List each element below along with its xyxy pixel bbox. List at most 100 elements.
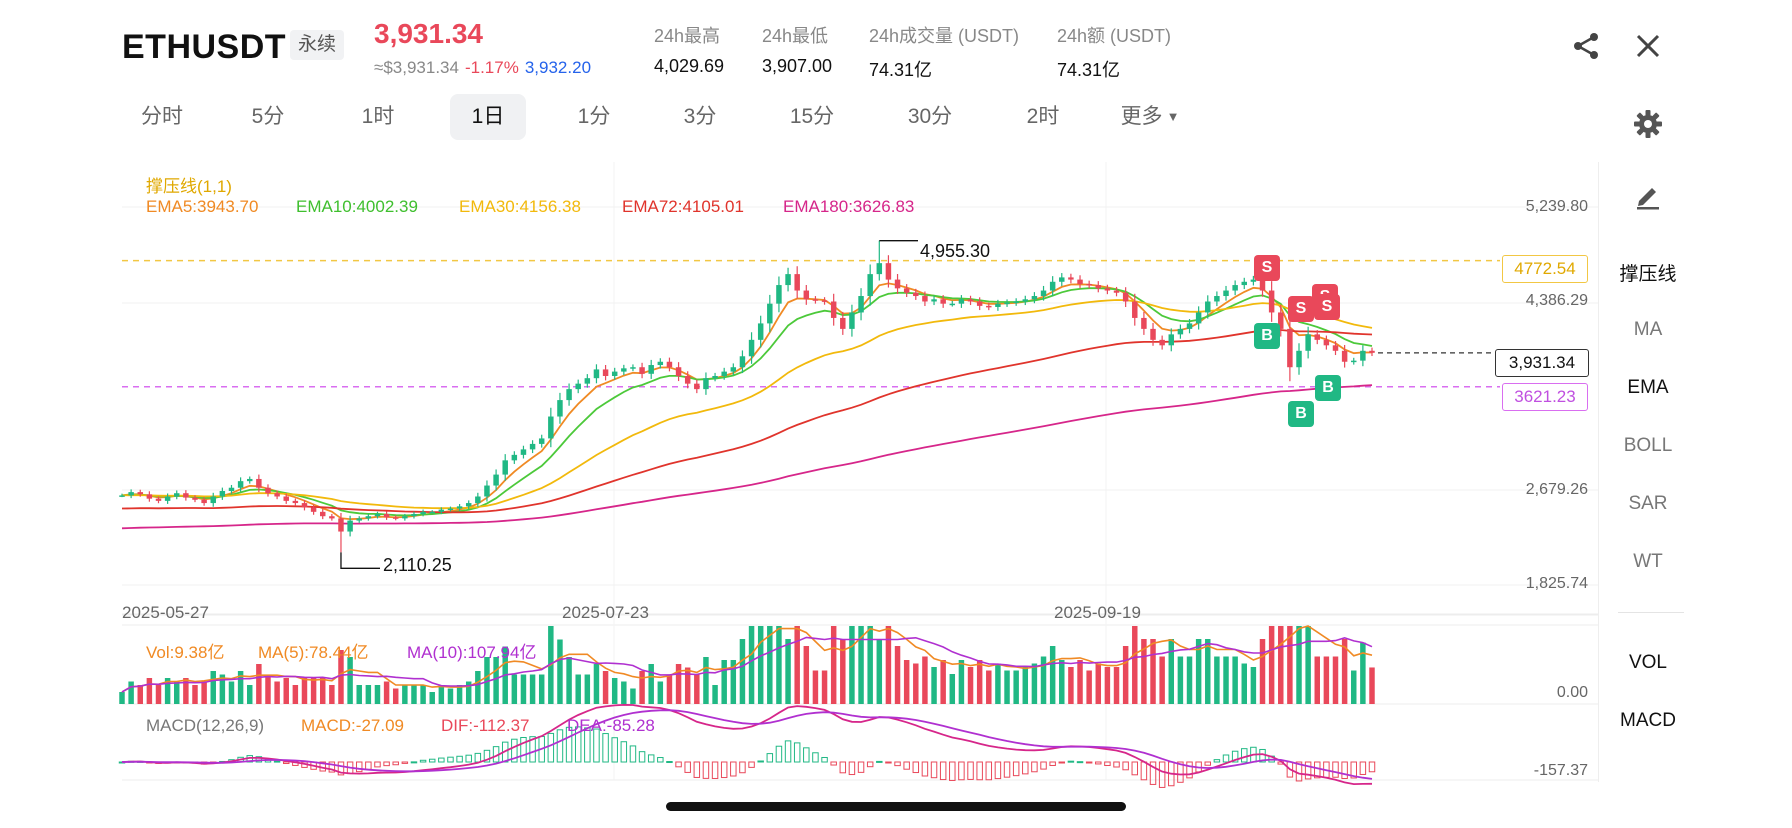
candle-body — [840, 317, 846, 329]
candle-body — [365, 516, 372, 519]
sell-signal-marker[interactable]: S — [1314, 294, 1340, 320]
close-icon[interactable] — [1630, 28, 1666, 64]
volume-bar — [1205, 639, 1211, 704]
macd-bar — [684, 761, 691, 773]
volume-bar — [675, 664, 682, 704]
candle-body — [703, 378, 709, 390]
volume-bar — [566, 657, 572, 704]
tab-30m[interactable]: 30分 — [907, 105, 953, 128]
tab-3m[interactable]: 3分 — [683, 105, 717, 128]
draw-pencil-icon[interactable] — [1630, 176, 1666, 212]
candle-body — [1259, 279, 1266, 291]
candle-body — [602, 369, 609, 376]
volume-bar — [538, 674, 545, 704]
volume-bar — [529, 674, 536, 704]
tab-more-label: 更多 — [1120, 105, 1163, 128]
low-annotation: 2,110.25 — [383, 555, 452, 575]
macd-bar — [912, 761, 920, 774]
indicator-macd[interactable]: MACD — [1620, 710, 1676, 731]
macd-bar — [1012, 761, 1020, 777]
candle-body — [949, 303, 956, 306]
macd-bar — [401, 761, 409, 764]
candle-body — [1077, 279, 1083, 284]
low-leader-line — [340, 552, 380, 569]
volume-bar — [447, 688, 454, 704]
macd-bar — [1177, 761, 1184, 783]
candle-body — [584, 378, 591, 384]
legend-ema72: EMA72:4105.01 — [622, 197, 744, 216]
volume-bar — [137, 685, 143, 704]
candle-body — [776, 285, 782, 304]
buy-signal-marker[interactable]: B — [1315, 375, 1341, 401]
indicator-vol[interactable]: VOL — [1628, 652, 1668, 673]
indicator-support-resistance[interactable]: 撑压线 — [1619, 264, 1677, 285]
candle-body — [1040, 290, 1047, 297]
macd-bar — [821, 756, 828, 763]
volume-bar — [119, 692, 125, 704]
volume-bar — [1086, 670, 1092, 704]
macd-bar — [857, 761, 865, 773]
volume-bar — [767, 626, 773, 704]
tab-1d[interactable]: 1日 — [450, 94, 526, 140]
kline-chart[interactable] — [0, 150, 1600, 790]
candle-body — [748, 339, 755, 357]
approx-price: ≈$3,931.34 — [374, 58, 459, 77]
macd-bar — [620, 741, 628, 763]
macd-bar — [565, 726, 573, 763]
volume-bar — [429, 692, 435, 704]
volume-bar — [1250, 667, 1257, 704]
candle-body — [1068, 277, 1074, 280]
tab-fenshi[interactable]: 分时 — [141, 105, 183, 128]
volume-bar — [1195, 639, 1202, 704]
candle-body — [128, 492, 134, 496]
candle-body — [1214, 296, 1220, 302]
macd-bar — [666, 761, 673, 764]
candle-body — [310, 507, 317, 512]
sell-signal-marker[interactable]: S — [1288, 296, 1314, 322]
volume-bar — [1141, 639, 1147, 704]
buy-signal-marker[interactable]: B — [1288, 401, 1314, 427]
indicator-boll[interactable]: BOLL — [1623, 435, 1673, 456]
tab-15m[interactable]: 15分 — [789, 105, 835, 128]
indicator-ema[interactable]: EMA — [1627, 377, 1669, 398]
candle-body — [283, 496, 289, 501]
macd-bar — [593, 728, 600, 763]
macd-bar — [1204, 761, 1212, 766]
indicator-panel — [1598, 162, 1696, 782]
tab-5m[interactable]: 5分 — [251, 105, 285, 128]
macd-bar — [629, 745, 637, 763]
candle-body — [666, 361, 673, 368]
buy-signal-marker[interactable]: B — [1254, 323, 1280, 349]
candle-body — [137, 492, 143, 495]
candle-body — [256, 478, 262, 488]
tab-2h[interactable]: 2时 — [1026, 105, 1060, 128]
indicator-ma[interactable]: MA — [1633, 319, 1663, 340]
macd-bar — [1350, 761, 1357, 779]
candle-body — [1323, 339, 1330, 346]
share-icon[interactable] — [1568, 28, 1604, 64]
support-price-tag[interactable]: 3621.23 — [1502, 383, 1588, 411]
macd-bar — [1031, 761, 1038, 773]
candle-body — [183, 493, 189, 498]
tab-1m[interactable]: 1分 — [577, 105, 611, 128]
settings-icon[interactable] — [1630, 106, 1666, 142]
resistance-price-tag[interactable]: 4772.54 — [1502, 255, 1588, 283]
volume-bar — [247, 685, 253, 704]
candle-body — [155, 498, 162, 501]
volume-bar — [411, 685, 417, 704]
candle-body — [146, 494, 153, 499]
candle-body — [548, 416, 554, 439]
tab-1h[interactable]: 1时 — [361, 105, 395, 128]
caret-down-icon: ▼ — [1166, 109, 1180, 124]
candle-body — [1232, 285, 1238, 291]
mark-price: 3,932.20 — [524, 58, 592, 77]
macd-bar — [547, 732, 555, 763]
ema30-line — [121, 299, 1373, 510]
indicator-wt[interactable]: WT — [1633, 551, 1663, 572]
sell-signal-marker[interactable]: S — [1254, 255, 1280, 281]
symbol-title[interactable]: ETHUSDT — [122, 28, 287, 66]
candle-body — [976, 301, 983, 306]
indicator-sar[interactable]: SAR — [1628, 493, 1668, 514]
tab-more[interactable]: 更多 ▼ — [1110, 94, 1190, 140]
current-price-tag: 3,931.34 — [1495, 349, 1589, 377]
